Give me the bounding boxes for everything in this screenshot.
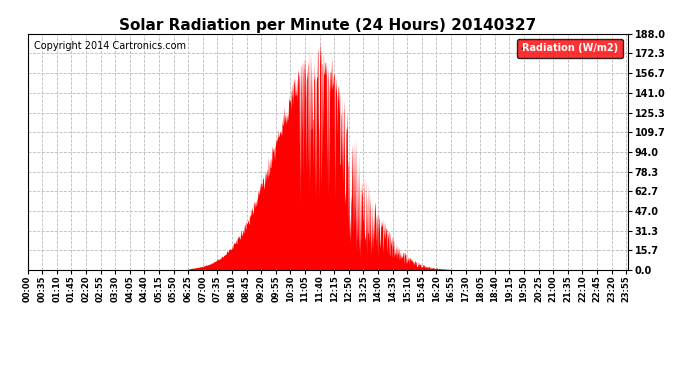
Text: Copyright 2014 Cartronics.com: Copyright 2014 Cartronics.com — [34, 41, 186, 51]
Title: Solar Radiation per Minute (24 Hours) 20140327: Solar Radiation per Minute (24 Hours) 20… — [119, 18, 536, 33]
Legend: Radiation (W/m2): Radiation (W/m2) — [518, 39, 623, 58]
